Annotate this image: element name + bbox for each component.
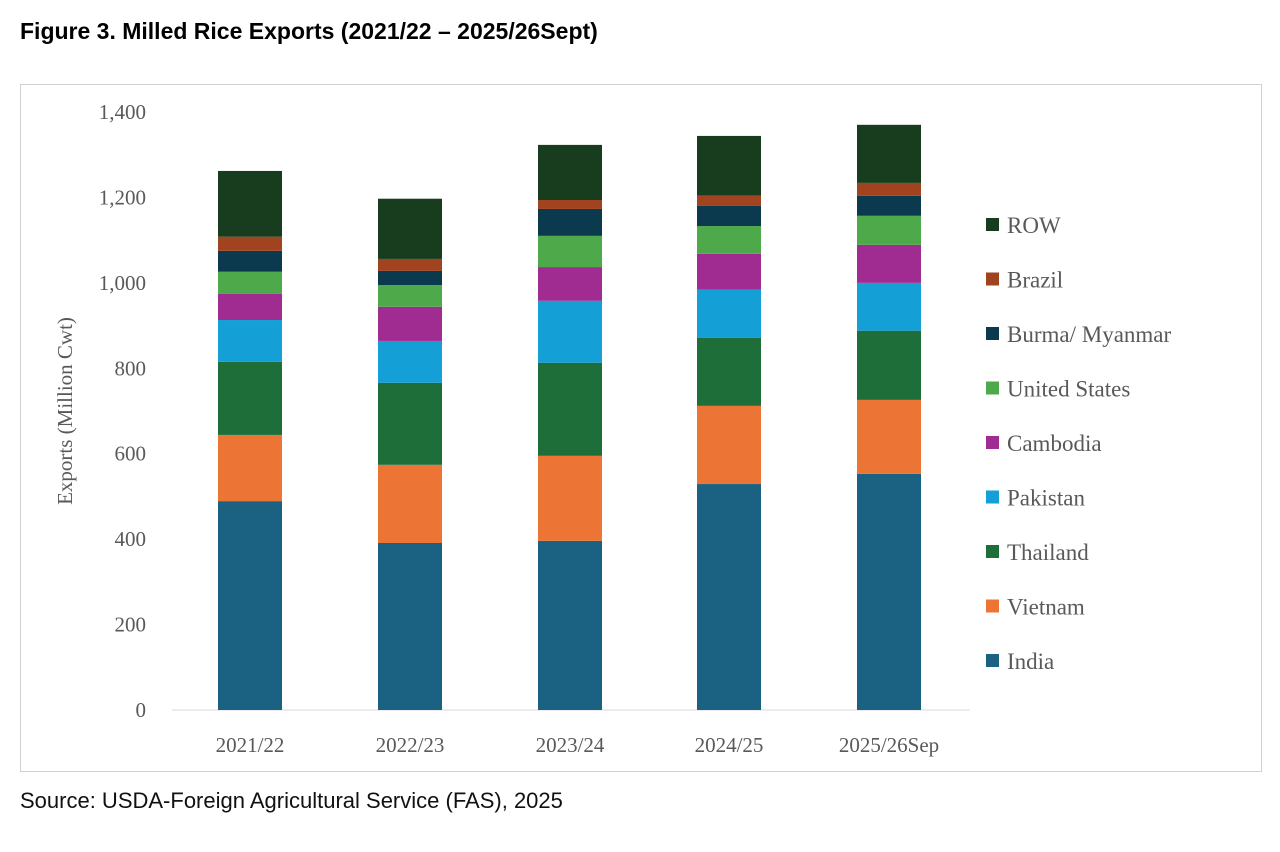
bar-segment-vietnam (378, 464, 442, 543)
bar-segment-thailand (697, 337, 761, 406)
y-tick-label: 0 (136, 698, 147, 722)
bar-segment-cambodia (538, 267, 602, 301)
legend-swatch (986, 490, 999, 504)
legend-label: Thailand (1007, 540, 1089, 565)
bar-segment-brazil (218, 236, 282, 251)
bar-segment-vietnam (218, 434, 282, 502)
bar-segment-india (538, 540, 602, 710)
bar-segment-row (697, 135, 761, 196)
bar-segment-pakistan (378, 340, 442, 383)
legend-label: Brazil (1007, 268, 1063, 293)
legend-swatch (986, 272, 999, 286)
bar-segment-thailand (218, 361, 282, 435)
bar-segment-united-states (538, 235, 602, 268)
y-tick-label: 400 (115, 527, 147, 551)
legend-swatch (986, 545, 999, 558)
bar-segment-vietnam (538, 455, 602, 541)
legend-label: ROW (1007, 213, 1061, 238)
legend-label: Pakistan (1007, 486, 1085, 511)
legend-swatch (986, 599, 999, 613)
bar-segment-burma-myanmar (857, 195, 921, 216)
legend-swatch (986, 436, 999, 449)
bar-segment-thailand (378, 382, 442, 465)
bar-segment-pakistan (218, 320, 282, 362)
source-note: Source: USDA-Foreign Agricultural Servic… (20, 788, 563, 813)
bar-segment-united-states (697, 226, 761, 254)
bar-segment-thailand (538, 362, 602, 456)
bar-segment-united-states (378, 284, 442, 307)
y-tick-label: 600 (115, 442, 147, 466)
x-tick-label: 2024/25 (695, 733, 764, 757)
chart-frame (20, 84, 1262, 772)
bar-segment-pakistan (538, 300, 602, 363)
bar-segment-cambodia (857, 244, 921, 283)
bar-segment-pakistan (697, 289, 761, 338)
bar-segment-burma-myanmar (378, 270, 442, 285)
legend-label: Vietnam (1007, 595, 1085, 620)
figure-title: Figure 3. Milled Rice Exports (2021/22 –… (20, 18, 598, 44)
bar-segment-thailand (857, 330, 921, 400)
legend-label: Burma/ Myanmar (1007, 322, 1171, 347)
bar-segment-cambodia (697, 253, 761, 290)
bar-segment-cambodia (218, 293, 282, 321)
bar-segment-brazil (697, 195, 761, 206)
legend-swatch (986, 381, 999, 395)
bar-segment-row (857, 124, 921, 183)
bar-segment-india (218, 501, 282, 710)
bar-segment-burma-myanmar (218, 250, 282, 272)
bar-segment-brazil (378, 258, 442, 271)
y-tick-label: 800 (115, 356, 147, 380)
bar-segment-india (857, 473, 921, 710)
x-tick-label: 2022/23 (376, 733, 445, 757)
y-tick-label: 1,000 (99, 271, 146, 295)
y-tick-label: 200 (115, 613, 147, 637)
y-axis-label: Exports (Million Cwt) (53, 317, 77, 505)
bar-segment-brazil (538, 199, 602, 209)
bar-segment-india (697, 484, 761, 710)
bar-segment-row (538, 144, 602, 200)
x-tick-label: 2023/24 (536, 733, 605, 757)
legend-swatch (986, 654, 999, 667)
y-tick-label: 1,400 (99, 100, 146, 124)
bar-segment-vietnam (697, 405, 761, 485)
legend-swatch (986, 327, 999, 340)
bar-segment-brazil (857, 182, 921, 196)
bar-segment-united-states (857, 215, 921, 245)
bar-segment-row (378, 198, 442, 259)
bar-segment-cambodia (378, 306, 442, 341)
bar-segment-burma-myanmar (697, 205, 761, 227)
y-tick-label: 1,200 (99, 185, 146, 209)
bar-segment-united-states (218, 271, 282, 294)
legend-label: India (1007, 649, 1054, 674)
legend-label: United States (1007, 377, 1130, 402)
x-tick-label: 2021/22 (216, 733, 285, 757)
bar-segment-pakistan (857, 282, 921, 331)
bar-segment-burma-myanmar (538, 208, 602, 236)
legend-label: Cambodia (1007, 431, 1102, 456)
bar-segment-vietnam (857, 399, 921, 474)
bar-segment-row (218, 170, 282, 237)
bar-segment-india (378, 542, 442, 710)
legend-swatch (986, 218, 999, 231)
x-tick-label: 2025/26Sep (839, 733, 939, 757)
